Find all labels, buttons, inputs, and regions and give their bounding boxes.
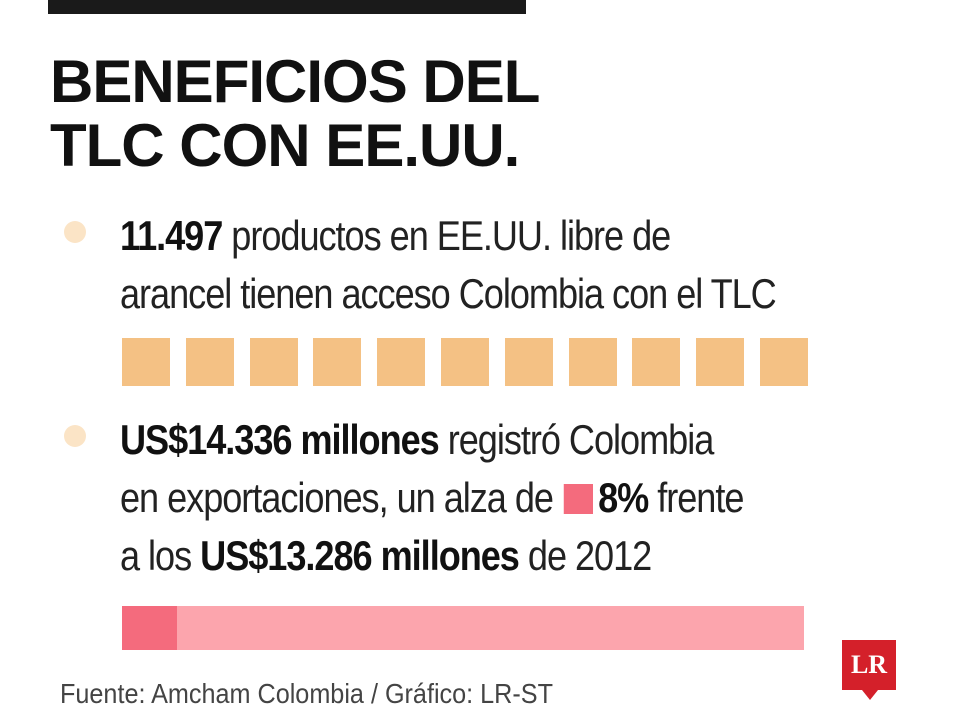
growth-bar <box>122 606 804 650</box>
title-line-2: TLC CON EE.UU. <box>50 112 520 179</box>
products-count: 11.497 <box>120 212 223 259</box>
source-credit: Fuente: Amcham Colombia / Gráfico: LR-ST <box>60 678 553 709</box>
product-square <box>760 338 808 386</box>
products-text-2: arancel tienen acceso Colombia con el TL… <box>120 270 777 317</box>
exports-text-2: en exportaciones, un alza de <box>120 474 562 521</box>
bullet-dot-1 <box>64 221 86 243</box>
stat-products: 11.497 productos en EE.UU. libre de aran… <box>120 207 791 323</box>
growth-swatch <box>563 484 593 514</box>
product-square <box>122 338 170 386</box>
exports-text-3-end: de 2012 <box>518 532 652 579</box>
title-line-1: BENEFICIOS DEL <box>50 48 540 115</box>
product-square <box>377 338 426 386</box>
growth-percent: 8% <box>598 474 649 521</box>
exports-text-2-end: frente <box>648 474 744 521</box>
stat-exports-line-1: US$14.336 millones registró Colombia <box>120 411 791 469</box>
stat-exports-line-3: a los US$13.286 millones de 2012 <box>120 527 791 585</box>
previous-amount: US$13.286 millones <box>200 532 520 579</box>
growth-bar-fill <box>122 606 177 650</box>
product-square <box>568 338 617 386</box>
exports-text-1: registró Colombia <box>438 416 715 463</box>
product-square <box>441 338 489 386</box>
exports-amount: US$14.336 millones <box>120 416 440 463</box>
top-rule <box>48 0 526 14</box>
product-square <box>185 338 234 386</box>
product-square <box>632 338 681 386</box>
page-title: BENEFICIOS DEL TLC CON EE.UU. <box>50 50 650 178</box>
products-squares <box>122 338 812 388</box>
exports-text-3-start: a los <box>120 532 201 579</box>
product-square <box>504 338 553 386</box>
product-square <box>313 338 362 386</box>
stat-exports: US$14.336 millones registró Colombia en … <box>120 411 791 585</box>
stat-exports-line-2: en exportaciones, un alza de 8% frente <box>120 469 791 527</box>
bullet-dot-2 <box>64 425 86 447</box>
product-square <box>249 338 298 386</box>
stat-products-line-1: 11.497 productos en EE.UU. libre de <box>120 207 791 265</box>
lr-logo: LR <box>842 640 896 700</box>
products-text-1: productos en EE.UU. libre de <box>222 212 671 259</box>
product-square <box>696 338 745 386</box>
